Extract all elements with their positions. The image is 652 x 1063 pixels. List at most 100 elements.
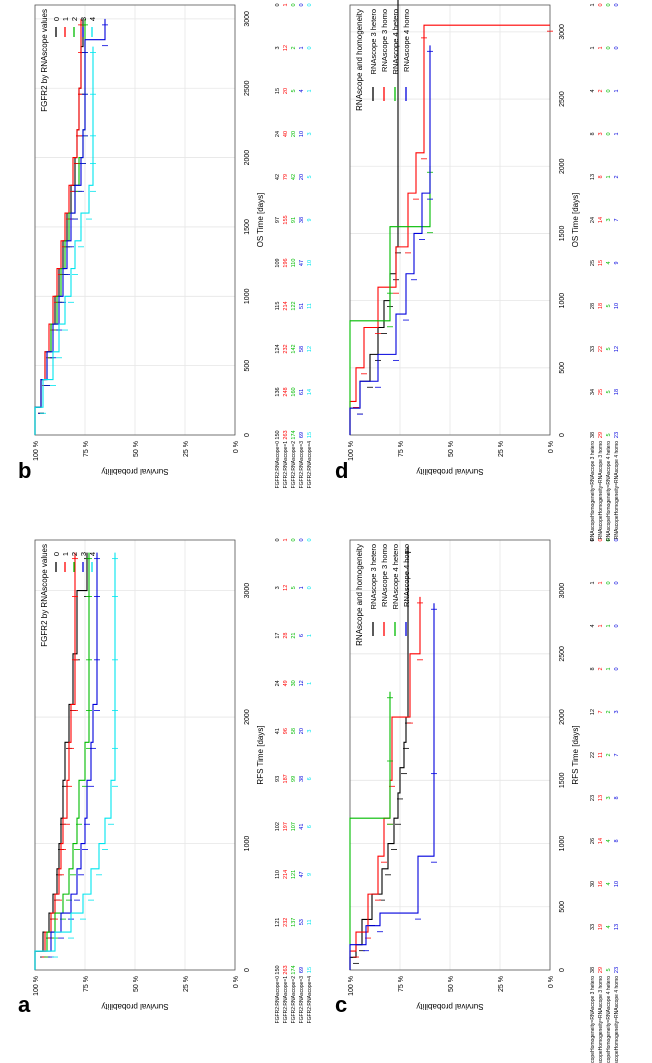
risk-count: 20 [283, 88, 289, 94]
risk-count: 15 [307, 967, 313, 973]
risk-count: 3 [598, 132, 604, 135]
panel-c: 0 %25 %50 %75 %100 %05001000150020002500… [348, 538, 620, 1063]
risk-count: 91 [291, 217, 297, 223]
y-tick-label: 75 % [83, 441, 90, 457]
risk-row-label: FGFR2:RNAscope=4 [307, 976, 313, 1024]
risk-count: 0 [614, 3, 620, 6]
legend-label: 3 [79, 552, 88, 556]
risk-count: 102 [275, 822, 281, 831]
risk-count: 28 [283, 632, 289, 638]
risk-count: 8 [590, 132, 596, 135]
risk-count: 197 [283, 822, 289, 831]
risk-count: 34 [590, 389, 596, 395]
y-tick-label: 25 % [183, 976, 190, 992]
legend-label: 0 [52, 552, 61, 556]
risk-count: 30 [590, 881, 596, 887]
risk-count: 142 [291, 344, 297, 353]
risk-count: 155 [283, 215, 289, 224]
x-tick-label: 2500 [559, 646, 566, 662]
risk-count: 7 [614, 753, 620, 756]
x-tick-label: 1000 [244, 288, 251, 304]
plot-frame [34, 539, 236, 971]
x-axis-label: OS Time [days] [571, 193, 580, 248]
risk-row-label: FGFR2:RNAscope=3 [299, 976, 305, 1024]
y-tick-label: 100 % [33, 976, 40, 996]
risk-count: 25 [590, 260, 596, 266]
legend: RNAscope 3 hetero RNAscope 3 homo RNAscope… [369, 9, 411, 101]
risk-count: 10 [614, 303, 620, 309]
risk-count: 137 [291, 918, 297, 927]
risk-count: 1 [598, 46, 604, 49]
risk-count: 28 [590, 303, 596, 309]
x-tick-label: 2000 [559, 709, 566, 725]
legend-label: 4 [88, 552, 97, 556]
x-tick-label: 500 [559, 901, 566, 913]
risk-count: 15 [598, 260, 604, 266]
series-line-1 [349, 24, 550, 435]
x-tick-label: 2000 [244, 709, 251, 725]
risk-count: 1 [590, 46, 596, 49]
risk-count: 20 [299, 174, 305, 180]
risk-count: 6 [307, 825, 313, 828]
series-line-1 [349, 596, 421, 970]
risk-count: 33 [590, 924, 596, 930]
risk-count: 3 [275, 586, 281, 589]
risk-row-label: RNAscopeHomogeneity=RNAscope 3 hetero [590, 976, 596, 1063]
risk-count: 5 [291, 89, 297, 92]
risk-count: 3 [307, 730, 313, 733]
x-tick-label: 500 [244, 360, 251, 372]
legend-label: 1 [61, 552, 70, 556]
x-tick-label: 3000 [244, 583, 251, 599]
risk-count: 24 [275, 131, 281, 137]
risk-count: 0 [606, 538, 612, 541]
y-tick-label: 25 % [498, 976, 505, 992]
risk-count: 3 [307, 132, 313, 135]
risk-count: 17 [275, 632, 281, 638]
risk-count: 136 [275, 387, 281, 396]
risk-count: 10 [299, 131, 305, 137]
series-line-3 [34, 18, 106, 435]
risk-count: 96 [283, 728, 289, 734]
risk-count: 47 [299, 260, 305, 266]
x-tick-label: 3000 [244, 11, 251, 27]
y-tick-label: 100 % [348, 441, 355, 461]
y-tick-label: 100 % [348, 976, 355, 996]
legend-label: RNAscope 3 homo [380, 9, 389, 72]
risk-count: 5 [291, 586, 297, 589]
risk-count: 10 [307, 260, 313, 266]
risk-count: 1 [606, 667, 612, 670]
risk-count: 12 [307, 346, 313, 352]
risk-count: 41 [275, 728, 281, 734]
series-line-4 [34, 46, 94, 435]
y-tick-label: 100 % [33, 441, 40, 461]
risk-count: 23 [614, 432, 620, 438]
risk-count: 14 [598, 217, 604, 223]
risk-count: 19 [598, 924, 604, 930]
x-tick-label: 2000 [244, 150, 251, 166]
risk-count: 3 [606, 796, 612, 799]
risk-count: 7 [614, 218, 620, 221]
x-tick-label: 1000 [559, 836, 566, 852]
risk-count: 16 [598, 881, 604, 887]
legend-label: RNAscope 4 homo [402, 544, 411, 607]
risk-count: 0 [307, 586, 313, 589]
risk-count: 18 [598, 303, 604, 309]
risk-count: 1 [590, 3, 596, 6]
risk-count: 42 [275, 174, 281, 180]
x-tick-label: 1500 [559, 772, 566, 788]
risk-count: 15 [307, 432, 313, 438]
risk-count: 2 [291, 46, 297, 49]
x-tick-label: 3000 [559, 583, 566, 599]
risk-count: 263 [283, 430, 289, 439]
risk-count: 174 [291, 430, 297, 439]
risk-count: 1 [598, 624, 604, 627]
risk-count: 1 [590, 581, 596, 584]
legend-label: RNAscope 4 homo [402, 9, 411, 72]
risk-count: 10 [614, 881, 620, 887]
risk-row-label: RNAscopeHomogeneity=RNAscope 4 hetero [606, 976, 612, 1063]
risk-count: 23 [614, 967, 620, 973]
risk-count: 0 [606, 581, 612, 584]
risk-count: 1 [606, 175, 612, 178]
chart-title: RNAscope and homogeneity [355, 9, 364, 111]
